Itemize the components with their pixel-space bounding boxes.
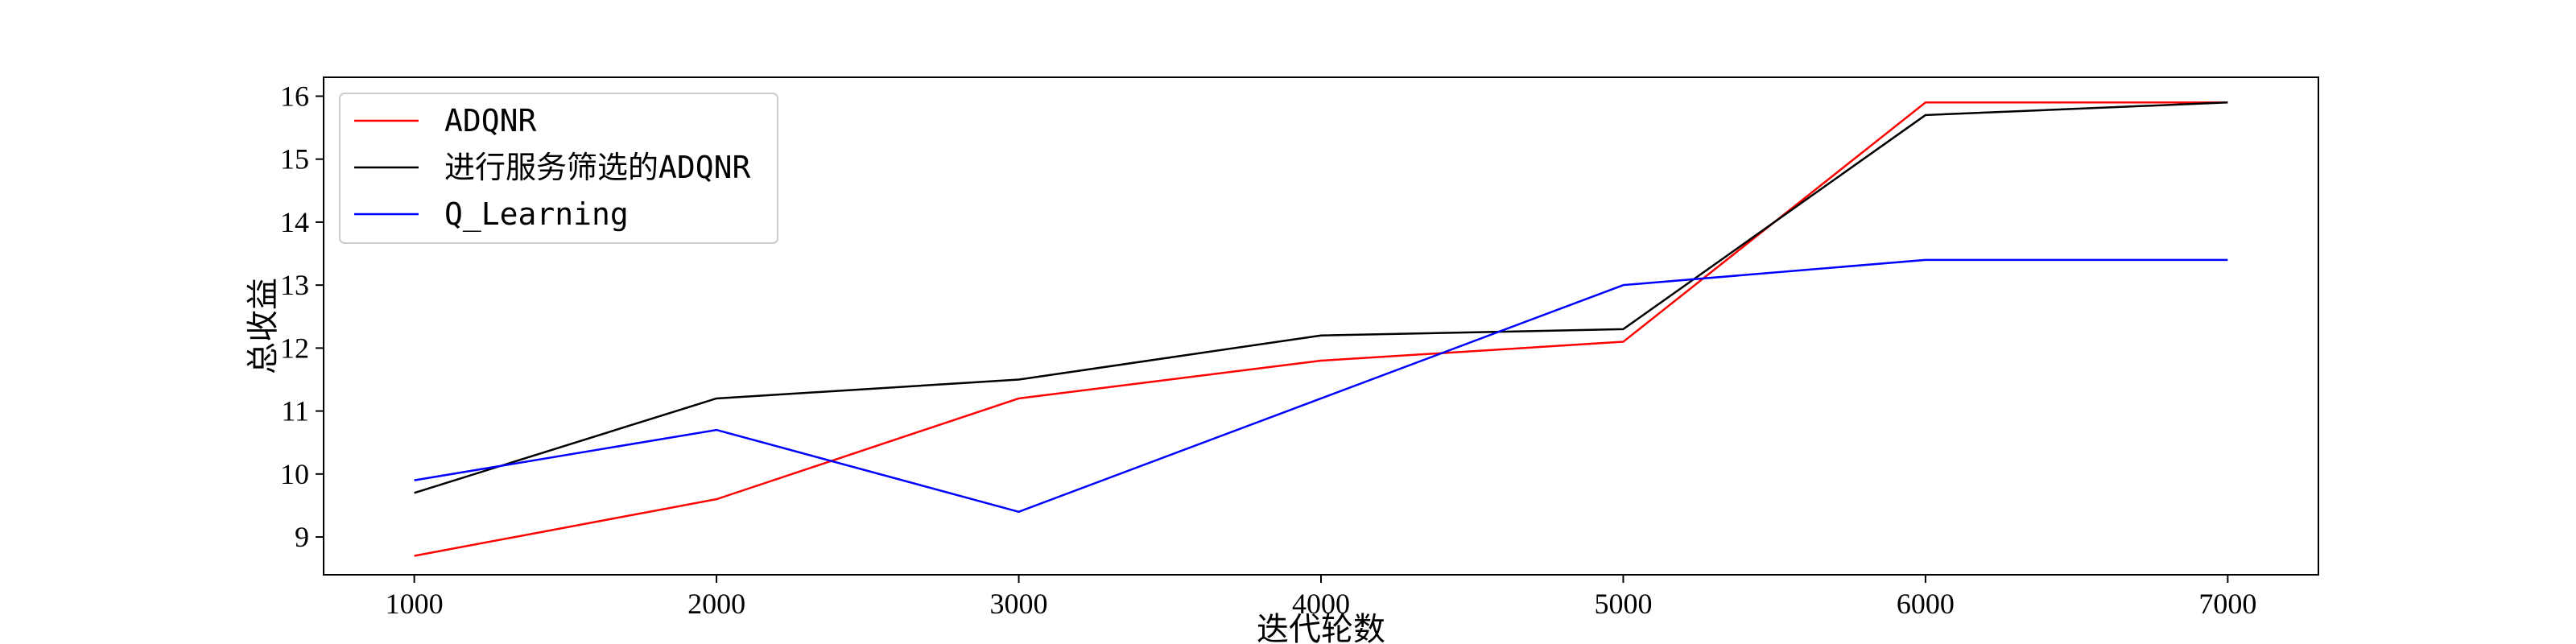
y-tick-label: 16 <box>280 80 309 112</box>
legend-label-2: 进行服务筛选的ADQNR <box>444 150 751 185</box>
x-tick-label: 3000 <box>990 588 1048 620</box>
x-axis-label: 迭代轮数 <box>1257 611 1385 644</box>
series-line-2 <box>414 101 2228 494</box>
series-line-1 <box>414 101 2228 557</box>
x-tick-label: 2000 <box>687 588 745 620</box>
y-tick-label: 13 <box>280 269 309 301</box>
legend-box <box>339 93 778 244</box>
series-line-3 <box>414 258 2228 514</box>
series-lines <box>414 101 2228 557</box>
y-axis: 9 10 11 12 13 14 15 16 <box>280 80 324 553</box>
y-axis-label: 总收益 <box>245 278 282 374</box>
x-tick-label: 5000 <box>1594 588 1652 620</box>
x-axis: 1000 2000 3000 4000 5000 6000 7000 <box>386 575 2256 620</box>
legend: ADQNR 进行服务筛选的ADQNR Q_Learning <box>339 93 778 244</box>
y-tick-label: 12 <box>280 332 309 364</box>
y-tick-label: 11 <box>281 395 309 427</box>
x-tick-label: 7000 <box>2198 588 2256 620</box>
x-tick-label: 1000 <box>386 588 444 620</box>
y-tick-label: 9 <box>295 521 309 553</box>
x-tick-label: 6000 <box>1897 588 1955 620</box>
y-tick-label: 14 <box>280 206 309 238</box>
legend-label-1: ADQNR <box>444 103 537 138</box>
y-tick-label: 10 <box>280 458 309 490</box>
x-tick-label: 4000 <box>1292 588 1350 620</box>
y-tick-label: 15 <box>280 143 309 175</box>
legend-label-3: Q_Learning <box>444 196 629 233</box>
